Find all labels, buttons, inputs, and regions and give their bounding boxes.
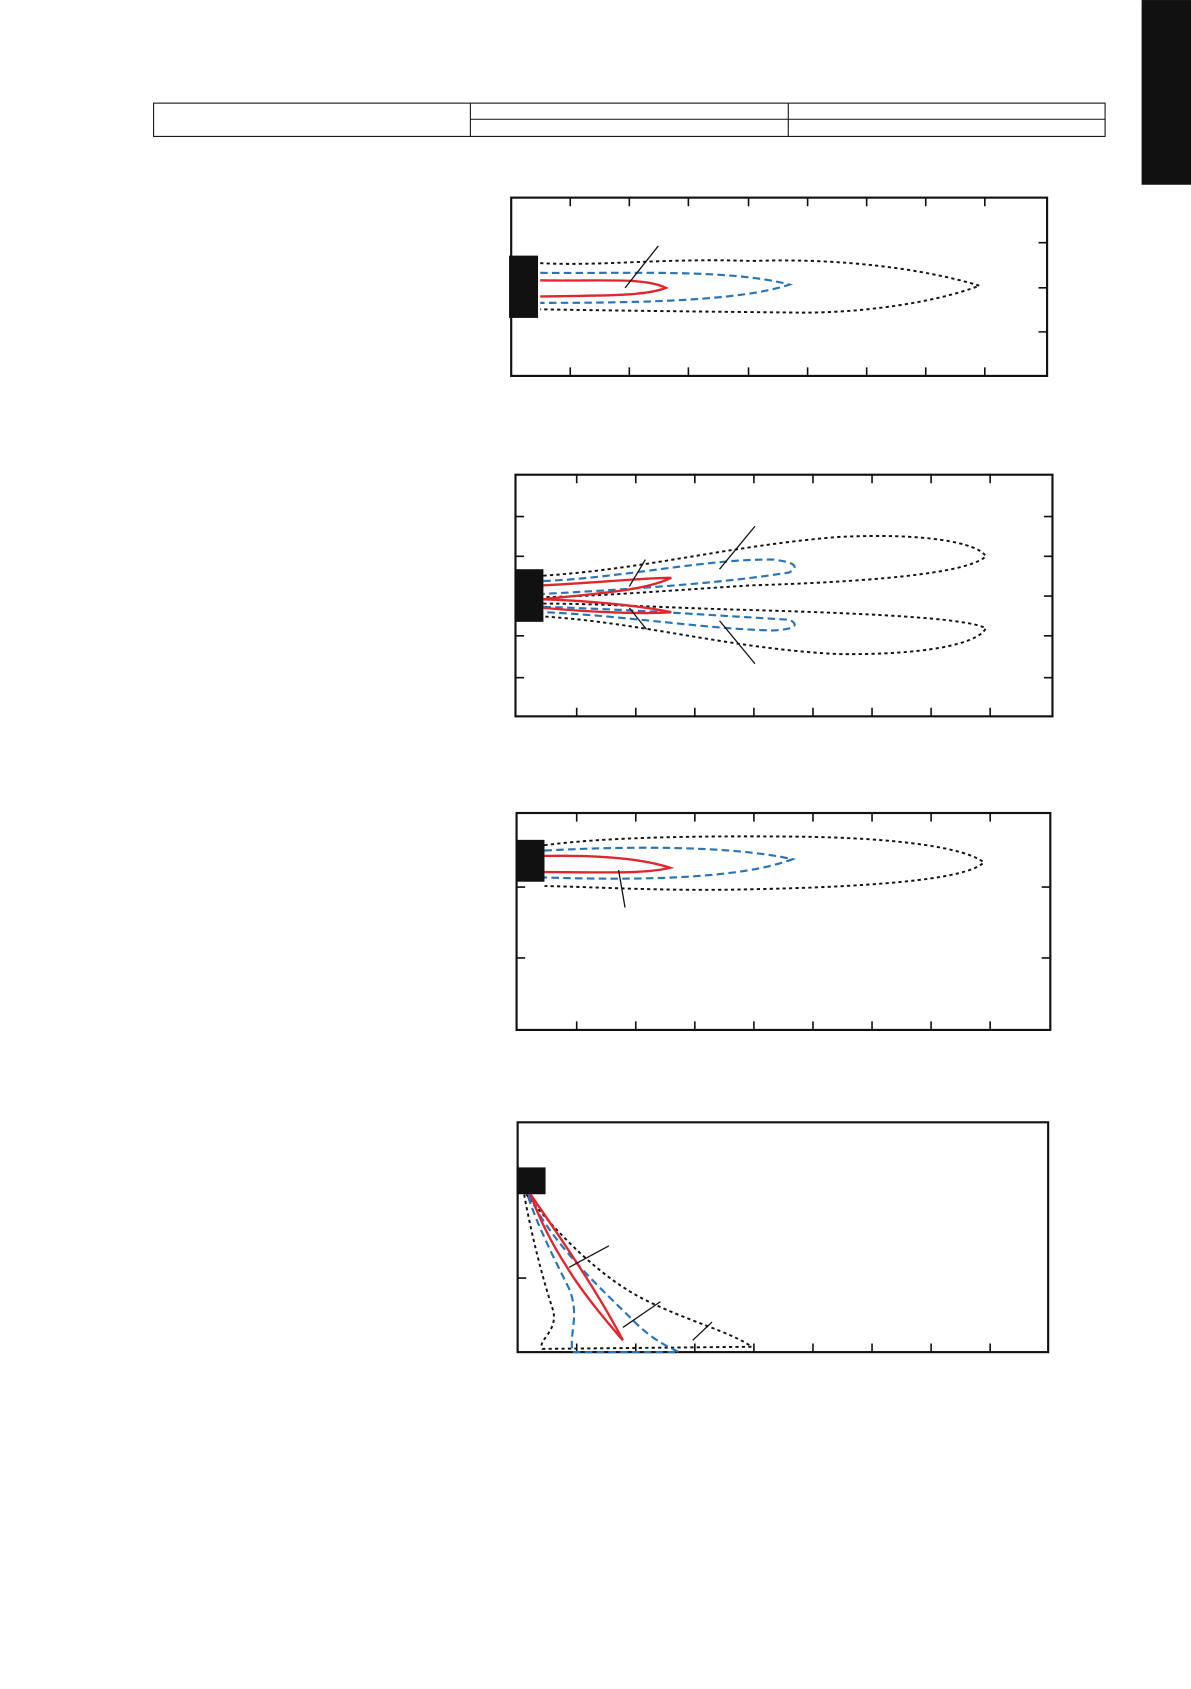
figure-panel-3 <box>515 811 1052 1032</box>
figure-panel-1 <box>509 196 1049 377</box>
figure-panel-4 <box>516 1121 1050 1354</box>
section-tab <box>1141 0 1191 185</box>
header-table <box>153 102 1106 137</box>
figure-panel-2 <box>514 473 1054 718</box>
